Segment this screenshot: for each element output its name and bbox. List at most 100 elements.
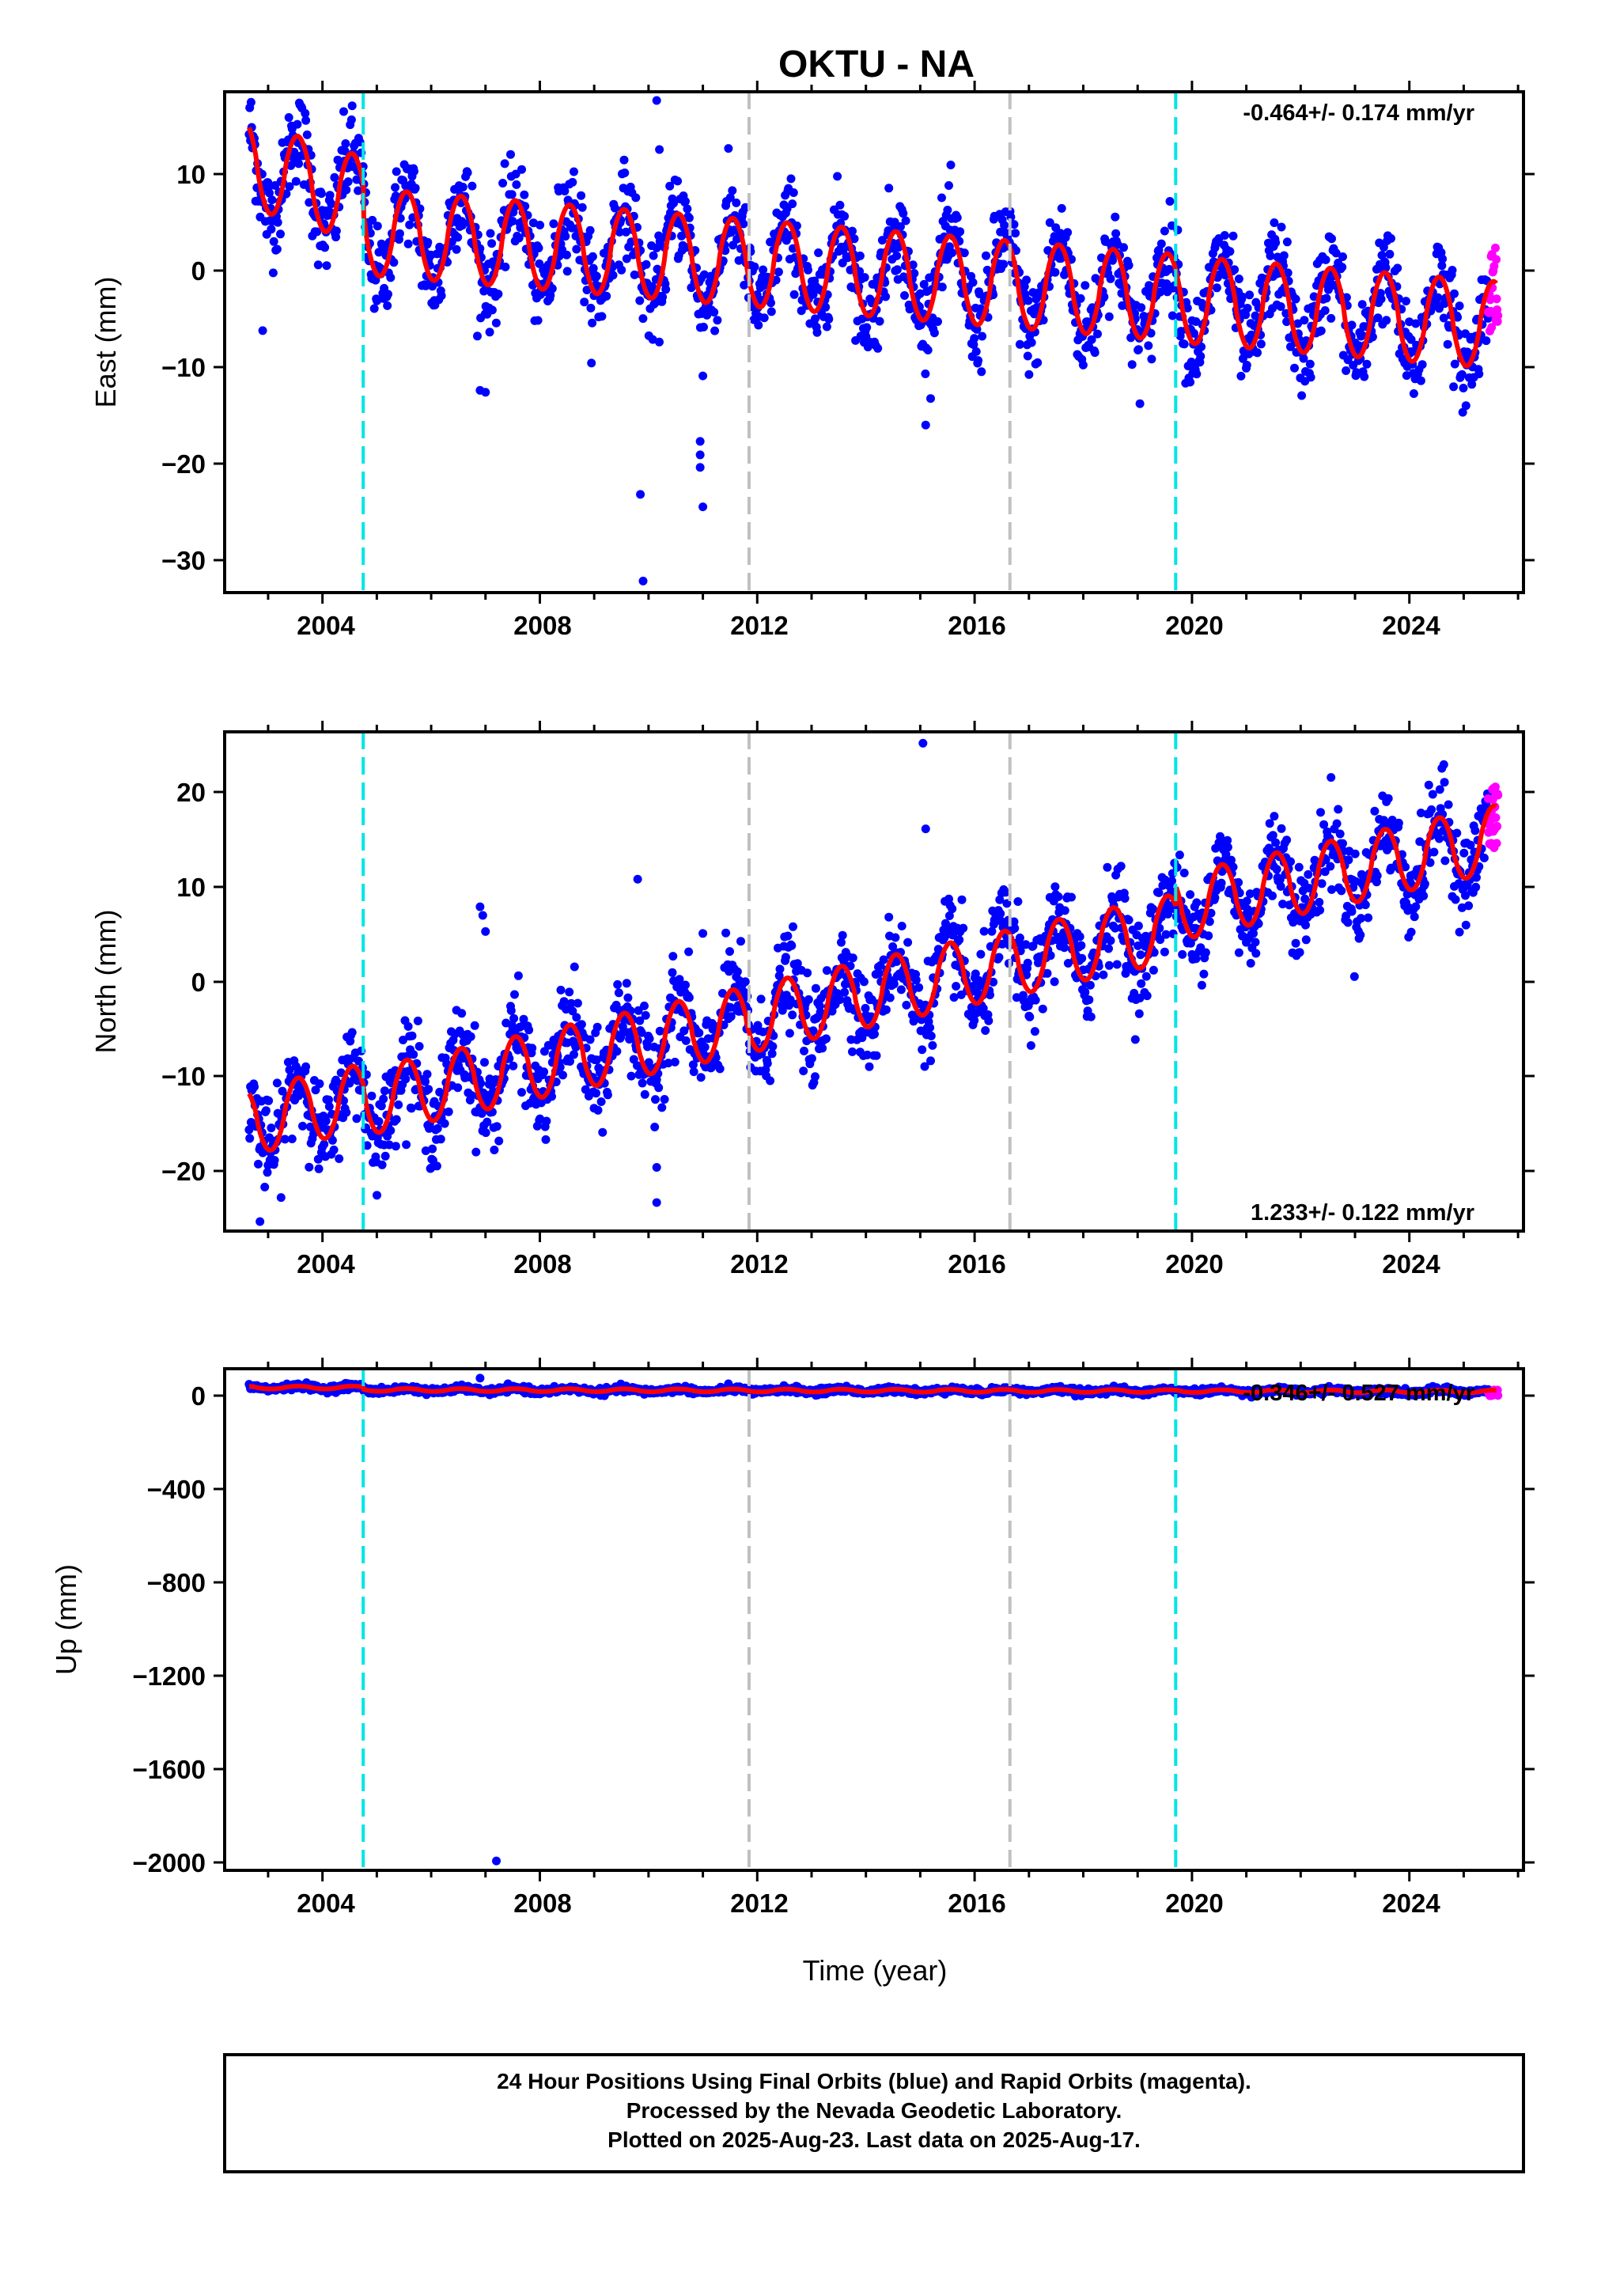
north-data-point xyxy=(1137,979,1146,988)
east-data-point xyxy=(759,265,768,275)
east-data-point xyxy=(1111,229,1121,238)
north-data-point xyxy=(592,1089,600,1098)
east-data-point xyxy=(340,146,350,156)
east-data-point xyxy=(952,213,962,222)
east-data-point xyxy=(1297,391,1307,400)
east-data-point xyxy=(341,139,350,148)
east-y-tick-label: 0 xyxy=(191,256,206,286)
north-data-point xyxy=(577,1020,586,1029)
north-data-point xyxy=(260,1182,270,1192)
north-data-point xyxy=(1291,938,1300,948)
east-data-point xyxy=(1190,328,1198,338)
east-data-point xyxy=(1242,361,1251,369)
east-data-point xyxy=(322,261,331,271)
east-outlier-point xyxy=(638,576,648,585)
north-data-point xyxy=(996,909,1005,919)
east-data-point xyxy=(1009,220,1019,229)
east-data-point xyxy=(1437,261,1447,271)
north-data-point xyxy=(379,1094,388,1104)
north-data-point xyxy=(556,985,566,995)
east-data-point xyxy=(586,303,596,313)
north-data-point xyxy=(1197,980,1206,990)
east-data-point xyxy=(597,312,607,321)
north-data-point xyxy=(490,1146,499,1154)
north-data-point xyxy=(1344,855,1353,865)
east-data-point xyxy=(1450,359,1459,369)
north-data-point xyxy=(740,977,750,987)
east-data-point xyxy=(710,308,719,317)
east-data-point xyxy=(968,278,978,287)
east-data-point xyxy=(395,229,404,238)
east-data-point xyxy=(977,367,986,377)
east-data-point xyxy=(500,159,509,169)
east-data-point xyxy=(1271,238,1281,248)
east-x-tick-label: 2004 xyxy=(297,611,355,640)
north-data-point xyxy=(1428,790,1437,799)
north-data-point xyxy=(1251,949,1261,958)
north-data-point xyxy=(1429,847,1439,857)
east-data-point xyxy=(1081,281,1090,290)
east-data-point xyxy=(699,270,709,279)
east-rate-label: -0.464+/- 0.174 mm/yr xyxy=(1243,100,1474,126)
north-data-point xyxy=(1081,987,1090,997)
east-data-point xyxy=(683,204,692,214)
east-data-point xyxy=(1230,265,1240,275)
east-data-point xyxy=(546,290,555,300)
north-data-point xyxy=(918,1045,927,1055)
north-data-point xyxy=(1338,839,1347,848)
north-data-point xyxy=(509,1061,518,1070)
north-data-point xyxy=(889,979,899,989)
north-data-point xyxy=(494,1136,504,1146)
east-data-point xyxy=(1362,359,1372,369)
east-data-point xyxy=(1033,358,1043,367)
north-x-tick-label: 2004 xyxy=(297,1249,355,1279)
north-data-point xyxy=(264,1096,274,1105)
north-data-point xyxy=(645,1034,654,1044)
north-data-point xyxy=(517,1088,526,1097)
north-data-point xyxy=(1050,977,1059,987)
east-data-point xyxy=(403,239,413,248)
east-data-point xyxy=(534,244,543,252)
north-data-point xyxy=(573,998,582,1008)
east-data-point xyxy=(1279,251,1289,260)
east-data-point xyxy=(585,225,595,235)
north-data-point xyxy=(681,980,690,990)
east-data-point xyxy=(617,265,626,275)
north-x-tick-label: 2008 xyxy=(513,1249,571,1279)
east-data-point xyxy=(487,239,497,248)
east-data-point xyxy=(549,219,558,229)
east-data-point xyxy=(302,130,312,139)
east-data-point xyxy=(710,326,720,335)
north-data-point xyxy=(483,1117,492,1127)
east-data-point xyxy=(485,328,494,337)
north-data-point xyxy=(1060,906,1069,915)
north-data-point xyxy=(725,1002,735,1012)
north-data-point xyxy=(1160,947,1169,957)
east-data-point xyxy=(588,252,597,261)
north-data-point xyxy=(822,966,831,976)
north-data-point xyxy=(1054,892,1063,901)
east-data-point xyxy=(1245,290,1255,300)
east-outlier-point xyxy=(698,371,708,381)
east-data-point xyxy=(1282,237,1292,247)
east-data-point xyxy=(1309,292,1319,301)
east-data-point xyxy=(452,244,461,254)
east-data-point xyxy=(374,248,384,257)
east-data-point xyxy=(833,172,842,181)
north-data-point xyxy=(684,993,694,1002)
north-data-point xyxy=(258,1148,267,1157)
north-data-point xyxy=(354,1056,363,1066)
east-data-point xyxy=(908,260,918,270)
north-data-point xyxy=(660,1095,669,1104)
north-data-point xyxy=(568,1006,577,1016)
east-data-point xyxy=(410,167,418,176)
north-data-point xyxy=(466,1032,475,1041)
north-data-point xyxy=(638,1078,647,1088)
east-data-point xyxy=(669,199,679,208)
east-data-point xyxy=(1276,302,1285,311)
north-data-point xyxy=(444,1107,453,1116)
north-data-point xyxy=(1427,805,1436,814)
north-data-point xyxy=(570,1050,578,1059)
north-data-point xyxy=(979,926,989,936)
